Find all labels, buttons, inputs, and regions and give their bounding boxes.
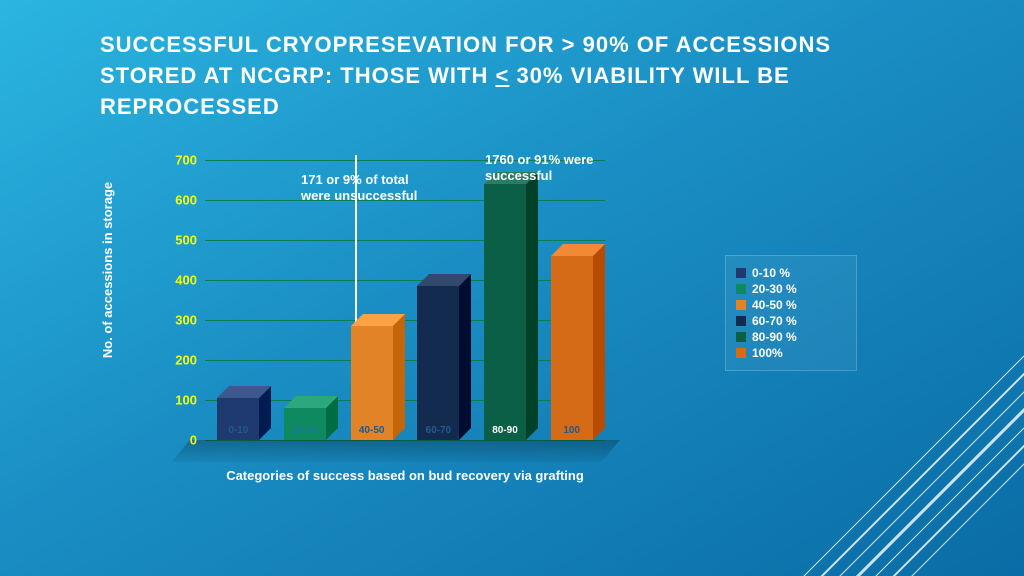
legend-item: 0-10 % (736, 266, 846, 280)
legend-swatch (736, 348, 746, 358)
legend-label: 20-30 % (752, 282, 797, 296)
y-tick-label: 300 (147, 313, 197, 328)
legend-item: 60-70 % (736, 314, 846, 328)
y-tick-label: 700 (147, 153, 197, 168)
page-title: SUCCESSFUL CRYOPRESEVATION FOR > 90% OF … (100, 30, 904, 122)
chart-annotation: 1760 or 91% were successful (485, 152, 615, 183)
legend-swatch (736, 300, 746, 310)
legend-label: 60-70 % (752, 314, 797, 328)
y-tick-label: 600 (147, 193, 197, 208)
y-tick-label: 500 (147, 233, 197, 248)
chart-plot: 01002003004005006007000-1020-3040-5060-7… (205, 160, 605, 440)
x-axis-label: Categories of success based on bud recov… (205, 468, 605, 484)
legend-item: 100% (736, 346, 846, 360)
chart-floor (172, 440, 620, 462)
y-tick-label: 400 (147, 273, 197, 288)
legend-swatch (736, 284, 746, 294)
grid-line (205, 280, 605, 281)
legend-label: 0-10 % (752, 266, 790, 280)
legend-label: 80-90 % (752, 330, 797, 344)
legend-item: 40-50 % (736, 298, 846, 312)
legend-swatch (736, 332, 746, 342)
y-tick-label: 200 (147, 353, 197, 368)
legend-label: 100% (752, 346, 783, 360)
chart-legend: 0-10 % 20-30 % 40-50 % 60-70 % 80-90 % 100% (725, 255, 857, 371)
legend-label: 40-50 % (752, 298, 797, 312)
y-axis-label: No. of accessions in storage (100, 180, 115, 360)
legend-swatch (736, 316, 746, 326)
grid-line (205, 320, 605, 321)
legend-swatch (736, 268, 746, 278)
y-tick-label: 0 (147, 433, 197, 448)
legend-item: 20-30 % (736, 282, 846, 296)
grid-line (205, 240, 605, 241)
chart-container: 01002003004005006007000-1020-3040-5060-7… (130, 160, 630, 490)
y-tick-label: 100 (147, 393, 197, 408)
legend-item: 80-90 % (736, 330, 846, 344)
chart-annotation: 171 or 9% of total were unsuccessful (301, 172, 441, 203)
grid-line (205, 360, 605, 361)
